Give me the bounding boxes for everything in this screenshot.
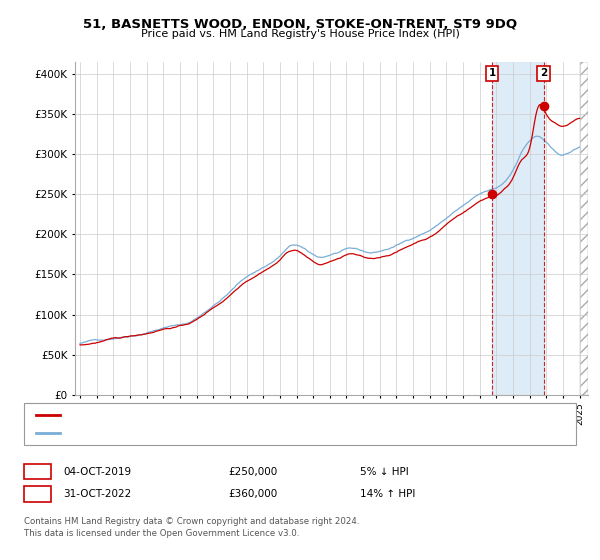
Text: 1: 1 <box>488 68 496 78</box>
Bar <box>580 62 588 395</box>
Text: 51, BASNETTS WOOD, ENDON, STOKE-ON-TRENT, ST9 9DQ: 51, BASNETTS WOOD, ENDON, STOKE-ON-TRENT… <box>83 18 517 31</box>
Bar <box>492 62 544 395</box>
Text: £360,000: £360,000 <box>228 489 277 499</box>
Text: Price paid vs. HM Land Registry's House Price Index (HPI): Price paid vs. HM Land Registry's House … <box>140 29 460 39</box>
Text: 2: 2 <box>540 68 547 78</box>
Text: HPI: Average price, detached house, Staffordshire Moorlands: HPI: Average price, detached house, Staf… <box>65 428 362 438</box>
Text: 14% ↑ HPI: 14% ↑ HPI <box>360 489 415 499</box>
Text: 04-OCT-2019: 04-OCT-2019 <box>63 466 131 477</box>
Text: 5% ↓ HPI: 5% ↓ HPI <box>360 466 409 477</box>
Text: £250,000: £250,000 <box>228 466 277 477</box>
Text: 2: 2 <box>34 489 41 499</box>
Text: 51, BASNETTS WOOD, ENDON, STOKE-ON-TRENT, ST9 9DQ (detached house): 51, BASNETTS WOOD, ENDON, STOKE-ON-TRENT… <box>65 410 442 420</box>
Text: Contains HM Land Registry data © Crown copyright and database right 2024.: Contains HM Land Registry data © Crown c… <box>24 517 359 526</box>
Text: 1: 1 <box>34 466 41 477</box>
Text: 31-OCT-2022: 31-OCT-2022 <box>63 489 131 499</box>
Text: This data is licensed under the Open Government Licence v3.0.: This data is licensed under the Open Gov… <box>24 529 299 538</box>
